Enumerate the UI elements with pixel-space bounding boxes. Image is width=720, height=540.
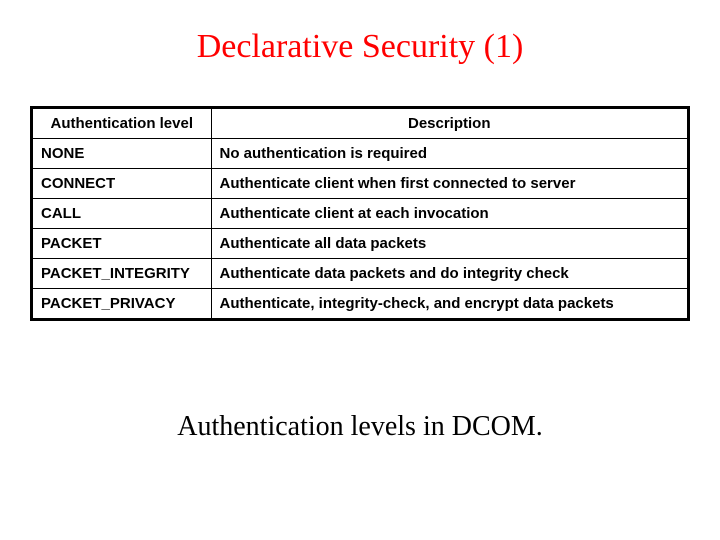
table-row: CALL Authenticate client at each invocat… [32, 199, 689, 229]
table-row: PACKET Authenticate all data packets [32, 229, 689, 259]
cell-desc: No authentication is required [211, 139, 689, 169]
slide: Declarative Security (1) Authentication … [0, 0, 720, 540]
cell-level: CALL [32, 199, 212, 229]
cell-level: NONE [32, 139, 212, 169]
caption: Authentication levels in DCOM. [30, 411, 690, 443]
auth-levels-table: Authentication level Description NONE No… [30, 106, 690, 321]
cell-desc: Authenticate all data packets [211, 229, 689, 259]
cell-level: PACKET_INTEGRITY [32, 259, 212, 289]
col-header-level: Authentication level [32, 108, 212, 139]
table-row: NONE No authentication is required [32, 139, 689, 169]
table-row: PACKET_PRIVACY Authenticate, integrity-c… [32, 289, 689, 320]
cell-desc: Authenticate client at each invocation [211, 199, 689, 229]
cell-level: PACKET_PRIVACY [32, 289, 212, 320]
table-row: CONNECT Authenticate client when first c… [32, 169, 689, 199]
page-title: Declarative Security (1) [30, 28, 690, 66]
cell-desc: Authenticate data packets and do integri… [211, 259, 689, 289]
table-row: PACKET_INTEGRITY Authenticate data packe… [32, 259, 689, 289]
cell-desc: Authenticate, integrity-check, and encry… [211, 289, 689, 320]
table-header-row: Authentication level Description [32, 108, 689, 139]
cell-desc: Authenticate client when first connected… [211, 169, 689, 199]
cell-level: CONNECT [32, 169, 212, 199]
col-header-desc: Description [211, 108, 689, 139]
cell-level: PACKET [32, 229, 212, 259]
